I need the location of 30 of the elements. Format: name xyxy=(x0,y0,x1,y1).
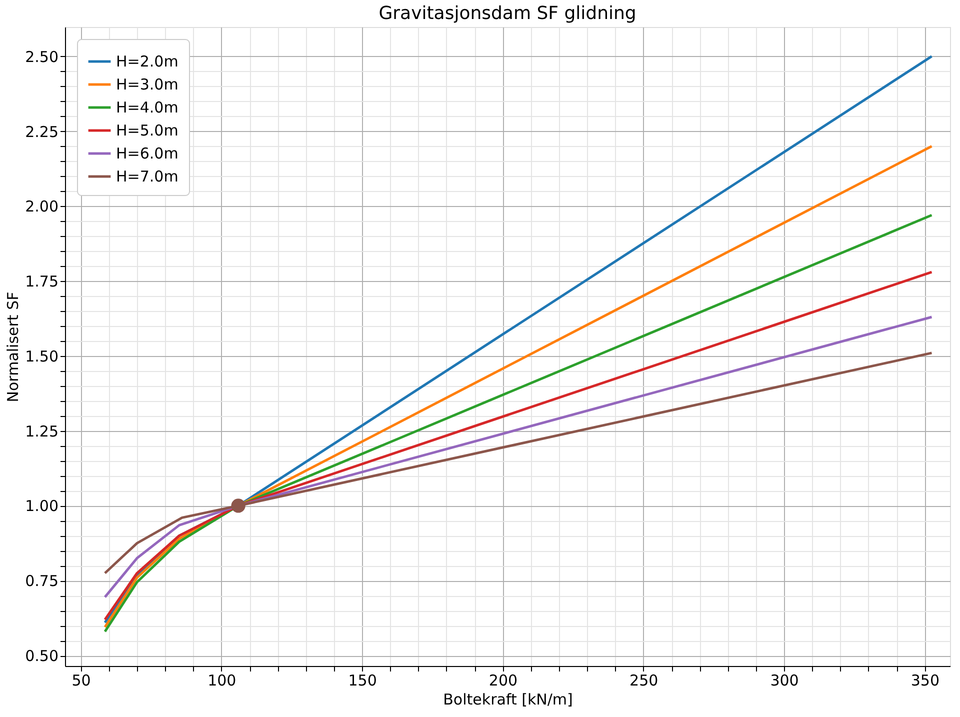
legend-label: H=4.0m xyxy=(116,98,178,116)
x-tick-label: 150 xyxy=(348,672,377,690)
y-axis-title: Normalisert SF xyxy=(4,292,22,402)
legend-label: H=7.0m xyxy=(116,168,178,186)
x-tick-label: 300 xyxy=(770,672,799,690)
y-tick-label: 2.00 xyxy=(25,198,58,216)
y-tick-label: 1.00 xyxy=(25,497,58,516)
x-tick-label: 50 xyxy=(72,672,91,690)
legend-label: H=6.0m xyxy=(116,144,178,162)
x-tick-label: 100 xyxy=(208,672,236,690)
line-series xyxy=(104,270,933,621)
x-tick-label: 200 xyxy=(488,672,518,690)
line-series xyxy=(104,316,933,598)
y-tick-label: 2.50 xyxy=(25,48,58,66)
legend-label: H=3.0m xyxy=(116,76,178,94)
y-tick-label: 2.25 xyxy=(25,122,58,141)
chart-title: Gravitasjonsdam SF glidning xyxy=(378,3,636,24)
legend-label: H=2.0m xyxy=(116,52,178,70)
y-tick-label: 1.75 xyxy=(25,272,58,291)
line-series xyxy=(104,144,933,628)
line-series xyxy=(104,214,933,633)
y-tick-label: 0.50 xyxy=(25,647,58,666)
x-tick-label: 250 xyxy=(630,672,658,690)
legend-label: H=5.0m xyxy=(116,122,178,140)
y-tick-label: 1.50 xyxy=(25,347,58,366)
x-tick-label: 350 xyxy=(910,672,940,690)
line-series xyxy=(104,352,933,574)
x-axis-title: Boltekraft [kN/m] xyxy=(443,690,573,708)
y-tick-label: 0.75 xyxy=(25,572,58,590)
y-tick-label: 1.25 xyxy=(25,422,58,440)
